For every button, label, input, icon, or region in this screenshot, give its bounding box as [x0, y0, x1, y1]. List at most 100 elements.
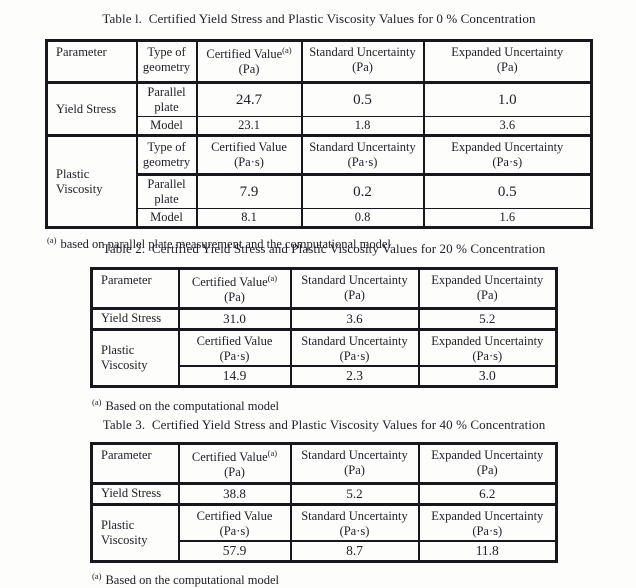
row-label-text: Viscosity — [101, 357, 148, 372]
header-unit: (Pa) — [238, 62, 260, 77]
row-label-yield-stress: Yield Stress — [45, 82, 138, 136]
table2-header-row: Parameter Certified Value(a) (Pa) Standar… — [90, 268, 558, 310]
header-unit: (Pa·s) — [219, 348, 250, 363]
table3-header-row: Parameter Certified Value(a) (Pa) Standar… — [90, 443, 558, 485]
row-label-text: Yield Stress — [101, 311, 162, 326]
row-label-plastic-viscosity: Plastic Viscosity — [90, 502, 180, 562]
cell-certified-value: 8.1 — [195, 208, 303, 228]
cell-standard-uncertainty: 5.2 — [289, 483, 420, 505]
header-certified-value: Certified Value(a) (Pa) — [195, 40, 303, 84]
header-line: Expanded Uncertainty — [431, 273, 544, 287]
cell-geometry: Parallel plate — [135, 174, 198, 209]
table-row: Yield Stress Parallel plate 24.7 0.5 1.0 — [45, 82, 593, 136]
row-label-text: Viscosity — [56, 181, 103, 196]
table2-footnote: (a) Based on the computational model — [90, 395, 558, 414]
footnote-text: Based on the computational model — [105, 572, 280, 587]
cell-geometry: Parallel plate — [135, 82, 198, 117]
geometry-line: plate — [154, 100, 179, 114]
header-line: Certified Value(a) — [183, 273, 287, 290]
header-expanded-uncertainty: Expanded Uncertainty (Pa) — [422, 40, 593, 84]
header-line: geometry — [142, 60, 191, 74]
table2-section: Table 2. Certified Yield Stress and Plas… — [90, 240, 558, 414]
row-label-text: Yield Stress — [56, 101, 117, 116]
cell-expanded-uncertainty: 3.6 — [422, 116, 593, 136]
plastic-viscosity-values-row: 14.9 2.3 3.0 — [92, 365, 558, 387]
cell-standard-uncertainty: 3.6 — [289, 308, 420, 330]
header-unit: (Pa·s) — [219, 523, 250, 538]
table3-footnote: (a) Based on the computational model — [90, 569, 558, 588]
footnote-marker: (a) — [92, 396, 102, 407]
row-label-plastic-viscosity: Plastic Viscosity — [90, 327, 180, 387]
footnote-marker-a: (a) — [267, 448, 278, 458]
cell-geometry: Model — [135, 208, 198, 228]
cell-expanded-uncertainty: 5.2 — [417, 308, 558, 330]
table3-section: Table 3. Certified Yield Stress and Plas… — [90, 416, 558, 588]
cell-standard-uncertainty: 1.8 — [300, 116, 425, 136]
header-unit: (Pa) — [344, 288, 365, 302]
header-expanded-uncertainty: Expanded Uncertainty (Pa) — [417, 268, 558, 310]
header-line: Certified Value — [196, 508, 273, 523]
header-unit: (Pa) — [344, 463, 365, 477]
header-unit: (Pa·s) — [492, 155, 523, 169]
cell-certified-value: 23.1 — [195, 116, 303, 136]
table1-section: Table l. Certified Yield Stress and Plas… — [45, 10, 593, 252]
header-line: Certified Value(a) — [201, 45, 298, 62]
header-line: Parameter — [56, 45, 107, 59]
subheader-type-of-geometry: Type of geometry — [135, 134, 198, 176]
header-text: Certified Value — [191, 450, 268, 465]
subheader-expanded-uncertainty: Expanded Uncertainty (Pa·s) — [422, 134, 593, 176]
footnote-text: Based on the computational model — [105, 398, 280, 413]
header-line: Certified Value — [196, 333, 273, 348]
table1-subheader-row: Plastic Viscosity Type of geometry Certifi… — [45, 134, 593, 228]
header-line: Expanded Uncertainty — [451, 45, 564, 59]
header-parameter: Parameter — [90, 268, 180, 310]
header-line: Standard Uncertainty — [309, 45, 416, 59]
header-parameter: Parameter — [90, 443, 180, 485]
cell-expanded-uncertainty: 6.2 — [417, 483, 558, 505]
header-unit: (Pa) — [224, 290, 245, 305]
subheader-expanded-uncertainty: Expanded Uncertainty (Pa·s) — [417, 502, 558, 542]
header-line: Expanded Uncertainty — [451, 140, 564, 154]
yield-stress-row: Yield Stress 38.8 5.2 6.2 — [90, 483, 558, 505]
header-line: Standard Uncertainty — [301, 448, 408, 462]
table3-40-percent: Parameter Certified Value(a) (Pa) Standar… — [90, 442, 558, 563]
cell-standard-uncertainty: 8.7 — [289, 540, 420, 562]
row-label-yield-stress: Yield Stress — [90, 308, 180, 330]
table-row: Parallel plate 7.9 0.2 0.5 — [47, 174, 593, 209]
cell-certified-value: 38.8 — [177, 483, 292, 505]
table3-caption: Table 3. Certified Yield Stress and Plas… — [102, 417, 546, 432]
header-text: Certified Value — [191, 275, 268, 290]
header-expanded-uncertainty: Expanded Uncertainty (Pa) — [417, 443, 558, 485]
header-unit: (Pa·s) — [347, 155, 378, 169]
table2-subheader-row: Plastic Viscosity Certified Value (Pa·s) S… — [90, 327, 558, 387]
geometry-line: Model — [150, 210, 183, 224]
header-certified-value: Certified Value(a) (Pa) — [177, 268, 292, 310]
header-line: Standard Uncertainty — [301, 273, 408, 287]
cell-expanded-uncertainty: 1.6 — [422, 208, 593, 228]
row-label-text: Plastic — [101, 342, 135, 357]
header-certified-value: Certified Value(a) (Pa) — [177, 443, 292, 485]
geometry-line: Parallel — [147, 85, 186, 99]
footnote-marker-a: (a) — [282, 45, 292, 55]
row-label-yield-stress: Yield Stress — [90, 483, 180, 505]
subheader-certified-value: Certified Value (Pa·s) — [195, 134, 303, 176]
cell-expanded-uncertainty: 1.0 — [422, 82, 593, 117]
header-standard-uncertainty: Standard Uncertainty (Pa) — [289, 443, 420, 485]
header-line: Standard Uncertainty — [301, 508, 408, 523]
subheader-standard-uncertainty: Standard Uncertainty (Pa·s) — [300, 134, 425, 176]
cell-expanded-uncertainty: 3.0 — [417, 365, 558, 387]
header-line: Type of — [147, 45, 186, 59]
subheader-expanded-uncertainty: Expanded Uncertainty (Pa·s) — [417, 327, 558, 367]
geometry-line: Parallel — [147, 177, 186, 191]
subheader-certified-value: Certified Value (Pa·s) — [177, 502, 292, 542]
row-label-text: Plastic — [101, 517, 135, 532]
geometry-line: Model — [150, 118, 183, 132]
header-unit: (Pa) — [352, 60, 373, 74]
footnote-text: based on parallel plate measurement and … — [60, 237, 391, 252]
header-line: Parameter — [101, 273, 152, 287]
row-label-text: Viscosity — [101, 532, 148, 547]
header-line: Expanded Uncertainty — [431, 448, 544, 462]
subheader-certified-value: Certified Value (Pa·s) — [177, 327, 292, 367]
cell-certified-value: 7.9 — [195, 174, 303, 209]
subheader-standard-uncertainty: Standard Uncertainty (Pa·s) — [289, 327, 420, 367]
